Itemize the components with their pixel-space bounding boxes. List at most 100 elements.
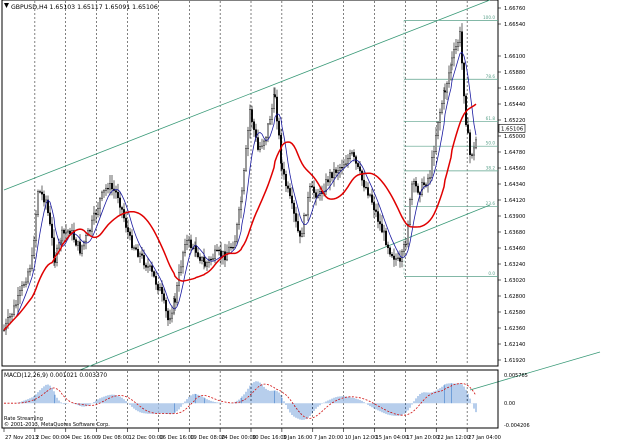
candle-body <box>185 239 188 245</box>
candle-body <box>205 262 208 267</box>
candle-body <box>72 230 75 240</box>
candle-body <box>347 158 350 165</box>
candle-body <box>289 188 292 197</box>
fib-level-label: 23.6 <box>486 201 496 206</box>
candle-body <box>66 230 69 233</box>
candle-body <box>61 229 64 242</box>
candle-body <box>51 223 54 238</box>
candle-body <box>242 169 245 192</box>
price-scale[interactable]: 1.66760 1.66540 1.66100 1.65880 1.65660 1.654… <box>498 6 525 364</box>
candle-body <box>12 305 15 315</box>
candle-body <box>381 223 384 233</box>
price-label: 1.64120 <box>504 198 525 204</box>
time-label: 10 Jan 12:00 <box>345 435 378 441</box>
time-label: 9 Dec 08:00 <box>98 435 130 441</box>
candle-body <box>90 219 93 232</box>
candle-body <box>269 119 272 125</box>
candle-body <box>291 195 294 204</box>
candle-body <box>259 146 262 150</box>
candle-body <box>106 187 109 190</box>
candle-body <box>33 240 36 256</box>
candle-body <box>459 31 462 43</box>
candle-body <box>146 265 149 268</box>
candle-body <box>229 246 232 249</box>
candle-body <box>357 163 360 167</box>
fib-level-label: 78.6 <box>486 74 496 79</box>
candle-body <box>138 253 141 257</box>
price-label: 1.65440 <box>504 102 525 108</box>
candle-body <box>41 191 44 195</box>
time-label: 2 Dec 00:00 <box>36 435 68 441</box>
candle-body <box>183 244 186 254</box>
candle-body <box>297 221 300 232</box>
candle-body <box>166 310 169 321</box>
candle-body <box>361 170 364 181</box>
candle-body <box>128 231 131 236</box>
macd-signal-path <box>4 383 477 419</box>
candle-body <box>283 168 286 175</box>
channel-line[interactable] <box>3 0 491 191</box>
candle-body <box>313 186 316 193</box>
candle-body <box>19 290 22 296</box>
candle-body <box>233 241 236 248</box>
candle-body <box>387 244 390 249</box>
candle-body <box>463 62 466 97</box>
channel-line[interactable] <box>469 351 601 391</box>
price-label: 1.62360 <box>504 326 525 332</box>
time-label: 4 Dec 16:00 <box>67 435 99 441</box>
candle-body <box>45 199 48 203</box>
macd-scale-label: 0.00 <box>504 401 515 407</box>
macd-scale-label: 0.005765 <box>504 373 528 379</box>
candle-body <box>23 284 26 286</box>
fib-level-label: 50.0 <box>486 141 496 146</box>
candle-body <box>114 190 117 193</box>
candle-body <box>329 172 332 183</box>
time-label: 22 Jan 12:00 <box>437 435 470 441</box>
candle-body <box>469 132 472 155</box>
channel-line[interactable] <box>79 204 491 371</box>
candle-body <box>250 109 253 122</box>
candle-body <box>453 49 456 59</box>
candle-body <box>261 145 264 147</box>
candle-body <box>80 245 83 254</box>
candle-body <box>92 212 95 221</box>
price-panel[interactable]: 100.0 78.6 61.8 50.0 38.2 23.6 0.0 <box>1 0 601 391</box>
macd-scale: 0.005765 0.00 -0.004206 <box>504 373 530 429</box>
candle-body <box>287 185 290 189</box>
price-label: 1.63020 <box>504 278 525 284</box>
candle-body <box>333 169 336 179</box>
trend-channel[interactable] <box>3 0 601 391</box>
candle-body <box>389 247 392 255</box>
candle-body <box>142 255 145 266</box>
candle-body <box>63 229 66 234</box>
price-label: 1.66100 <box>504 54 525 60</box>
candle-body <box>446 83 449 93</box>
fib-level-label: 100.0 <box>483 15 495 20</box>
macd-label: MACD(12,26,9) 0.001021 0.003370 <box>4 373 107 379</box>
candle-body <box>231 247 234 249</box>
candle-body <box>437 122 440 136</box>
time-label: 3 Jan 16:00 <box>283 435 313 441</box>
moving-averages <box>3 51 477 331</box>
candle-body <box>173 298 176 303</box>
candle-body <box>248 109 251 131</box>
footer-rate-streaming: Rate Streaming <box>4 416 43 422</box>
price-label: 1.61920 <box>504 358 525 364</box>
candle-body <box>134 247 137 250</box>
fast-moving-average-line <box>3 51 477 331</box>
candle-body <box>175 285 178 303</box>
candle-body <box>349 153 352 159</box>
macd-panel[interactable] <box>1 369 499 429</box>
macd-scale-label: -0.004206 <box>504 423 530 429</box>
candle-body <box>154 276 157 285</box>
candle-body <box>299 230 302 237</box>
candle-body <box>471 154 474 156</box>
candle-body <box>68 230 71 235</box>
fibonacci-retracement[interactable]: 100.0 78.6 61.8 50.0 38.2 23.6 0.0 <box>403 15 498 277</box>
candle-body <box>341 167 344 169</box>
chart-header: GBPUSD,H4 1.65103 1.65117 1.65091 1.6510… <box>4 3 158 11</box>
candle-body <box>311 185 314 188</box>
candle-body <box>237 209 240 225</box>
